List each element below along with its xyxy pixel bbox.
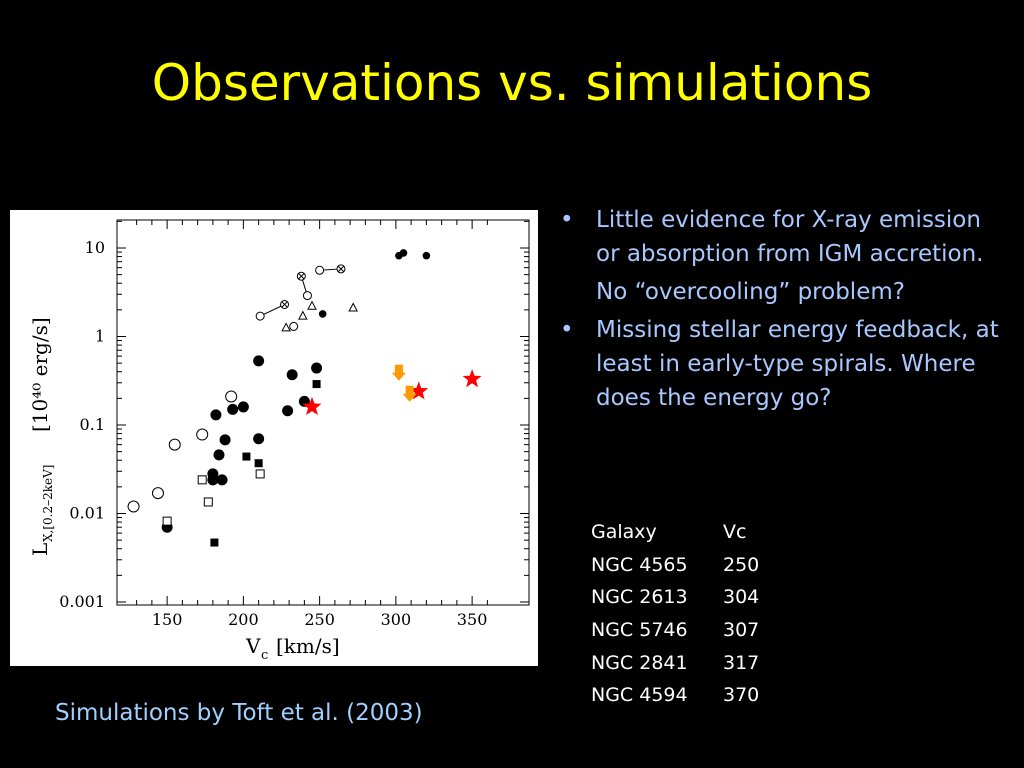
open-circle-point [151,487,164,500]
galaxy-vc: 370 [723,684,760,707]
x-axis-label-sub: c [261,648,268,663]
open-square-point [255,469,265,479]
galaxy-name: NGC 2841 [591,651,688,674]
bullet-text: Missing stellar energy feedback, at leas… [596,317,999,411]
galaxy-table: Galaxy Vc NGC 4565 250 NGC 2613 304 NGC … [591,516,759,712]
bullet-list: • Little evidence for X-ray emission or … [560,203,1010,415]
circle-cross-mark [337,265,345,273]
filled-circle-point [237,401,249,413]
open-circle-point [302,291,312,301]
x-tick-label: 300 [381,610,412,629]
filled-circle-point [219,434,231,446]
y-axis-label-unit: [10⁴⁰ erg/s] [28,317,52,432]
table-row: NGC 4594 370 [591,679,759,712]
open-circle-point [127,500,140,513]
star-point [302,396,322,415]
simulation-caption: Simulations by Toft et al. (2003) [55,700,423,726]
filled-circle-point [422,251,431,260]
star-point [409,381,429,400]
table-row: NGC 2841 317 [591,646,759,679]
galaxy-name: NGC 4594 [591,684,688,707]
filled-circle-point [311,362,323,374]
galaxy-vc: 250 [723,553,760,576]
table-row: NGC 4565 250 [591,549,759,582]
galaxy-vc: 307 [723,619,760,642]
connector-line [259,304,285,317]
open-circle-point [315,265,325,275]
y-axis-label-sub: X,[0.2–2keV] [41,465,55,542]
filled-circle-point [253,433,265,445]
filled-circle-point [318,310,327,318]
bullet-item: • Missing stellar energy feedback, at le… [560,313,1010,415]
galaxy-name: NGC 5746 [591,619,688,642]
filled-circle-point [253,355,265,367]
filled-square-point [210,538,219,547]
y-tick-label: 10 [85,238,105,257]
upper-limit-arrow [391,364,406,381]
open-triangle-point [348,302,359,312]
table-header-vc: Vc [723,521,747,544]
filled-square-point [254,459,263,468]
bullet-dot-icon: • [560,317,574,343]
y-tick-label: 0.1 [80,415,105,434]
table-row: NGC 5746 307 [591,614,759,647]
x-tick-label: 250 [304,610,335,629]
bullet-subtext: No “overcooling” problem? [596,279,905,305]
open-triangle-point [281,322,291,332]
circle-cross-mark [298,273,305,280]
open-circle-point [255,311,265,321]
open-triangle-point [307,300,317,310]
slide-title: Observations vs. simulations [151,54,873,112]
filled-circle-point [216,474,228,486]
y-tick-label: 0.01 [69,504,105,523]
open-square-point [162,516,172,526]
x-axis-label-unit: [km/s] [276,634,340,658]
y-tick-label: 0.001 [59,592,105,611]
x-tick-label: 350 [457,610,488,629]
open-circle-point [168,438,181,451]
filled-circle-point [213,449,225,461]
upper-limit-arrow [402,385,417,402]
filled-circle-point [227,403,239,415]
scatter-plot: 150 200 250 300 350 0.001 0.01 0.1 1 10 V c [km/s] LX… [28,219,530,663]
open-circle-point [225,390,238,403]
table-header-galaxy: Galaxy [591,521,657,544]
open-circle-point [289,321,299,331]
star-point [462,369,482,388]
plot-frame [116,219,530,606]
table-row: NGC 2613 304 [591,581,759,614]
circle-cross-mark [281,301,288,308]
open-square-point [197,475,207,485]
filled-circle-point [210,409,222,421]
open-triangle-point [298,310,308,320]
x-axis-label: V [245,634,261,658]
filled-circle-point [399,249,408,257]
galaxy-name: NGC 2613 [591,586,688,609]
open-square-point [203,497,213,507]
y-axis-label: L [28,543,52,556]
filled-circle-point [207,474,219,486]
bullet-item: • Little evidence for X-ray emission or … [560,203,1010,271]
y-tick-label: 1 [95,327,105,346]
open-circle-point [196,428,209,441]
x-tick-label: 150 [152,610,183,629]
bullet-dot-icon: • [560,207,574,233]
filled-square-point [312,380,321,389]
x-tick-label: 200 [228,610,259,629]
galaxy-vc: 304 [723,586,760,609]
filled-square-point [242,452,251,461]
bullet-text: Little evidence for X-ray emission or ab… [596,207,984,267]
table-header-row: Galaxy Vc [591,516,759,549]
galaxy-vc: 317 [723,651,760,674]
galaxy-name: NGC 4565 [591,553,688,576]
filled-circle-point [282,405,294,417]
filled-circle-point [286,369,298,381]
